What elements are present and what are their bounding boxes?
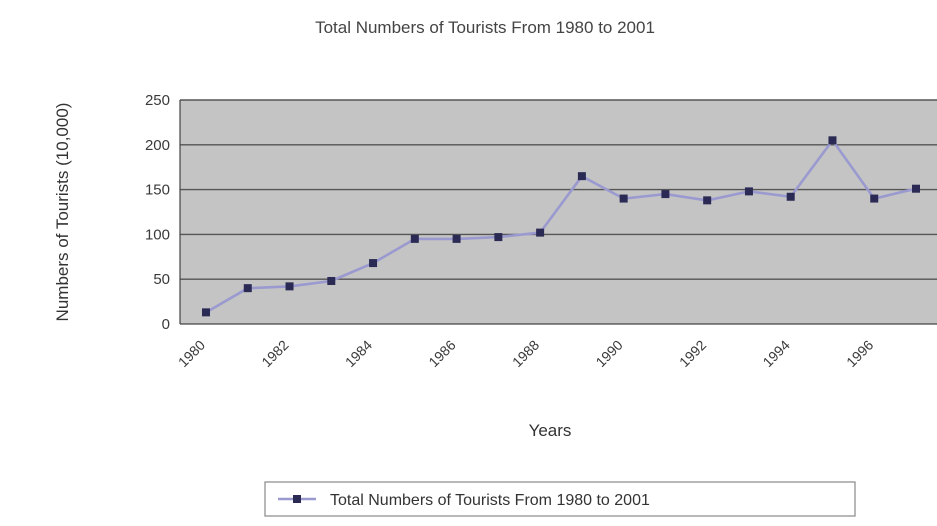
data-point — [870, 194, 879, 203]
data-point — [202, 308, 210, 317]
data-point — [285, 282, 294, 291]
chart-title: Total Numbers of Tourists From 1980 to 2… — [315, 18, 655, 37]
y-tick-label: 150 — [145, 182, 170, 199]
data-point — [577, 172, 586, 181]
data-point — [744, 187, 753, 196]
data-point — [369, 259, 378, 268]
x-tick-label: 1992 — [676, 337, 709, 370]
y-tick-label: 100 — [145, 226, 170, 243]
data-point — [327, 276, 336, 285]
data-point — [619, 194, 628, 203]
x-axis-ticks: 1980 1982 1984 1986 1988 1990 1992 1994 1996 — [175, 337, 877, 370]
y-tick-label: 250 — [145, 92, 170, 109]
x-tick-label: 1988 — [509, 337, 542, 370]
x-tick-label: 1984 — [342, 337, 375, 370]
data-point — [494, 233, 503, 242]
y-tick-label: 0 — [162, 316, 170, 333]
data-point — [828, 136, 837, 145]
y-axis-title: Numbers of Tourists (10,000) — [53, 103, 72, 322]
x-tick-label: 1986 — [425, 337, 458, 370]
y-axis-ticks: 0 50 100 150 200 250 — [145, 92, 170, 333]
plot-area: 0 50 100 150 200 250 1980 1982 1984 1986 1988 1990… — [145, 92, 937, 370]
legend-label: Total Numbers of Tourists From 1980 to 2… — [330, 492, 650, 509]
legend-marker-sample — [293, 495, 301, 503]
legend-box — [264, 481, 856, 517]
x-tick-label: 1990 — [592, 337, 625, 370]
plot-background — [180, 100, 937, 324]
x-tick-label: 1994 — [759, 337, 792, 370]
x-tick-label: 1980 — [175, 337, 208, 370]
x-axis-title: Years — [529, 421, 572, 440]
series-line — [205, 138, 917, 314]
y-tick-label: 200 — [145, 137, 170, 154]
data-point — [452, 234, 461, 243]
series-markers — [202, 136, 920, 317]
y-tick-label: 50 — [153, 271, 170, 288]
data-point — [661, 190, 670, 199]
x-tick-label: 1996 — [843, 337, 876, 370]
legend: Total Numbers of Tourists From 1980 to 2… — [264, 481, 856, 517]
data-point — [410, 234, 419, 243]
data-point — [536, 228, 545, 237]
data-point — [912, 184, 920, 193]
data-point — [243, 284, 252, 293]
data-point — [786, 192, 795, 201]
gridlines — [180, 99, 937, 280]
x-tick-label: 1982 — [258, 337, 291, 370]
data-point — [703, 196, 712, 205]
